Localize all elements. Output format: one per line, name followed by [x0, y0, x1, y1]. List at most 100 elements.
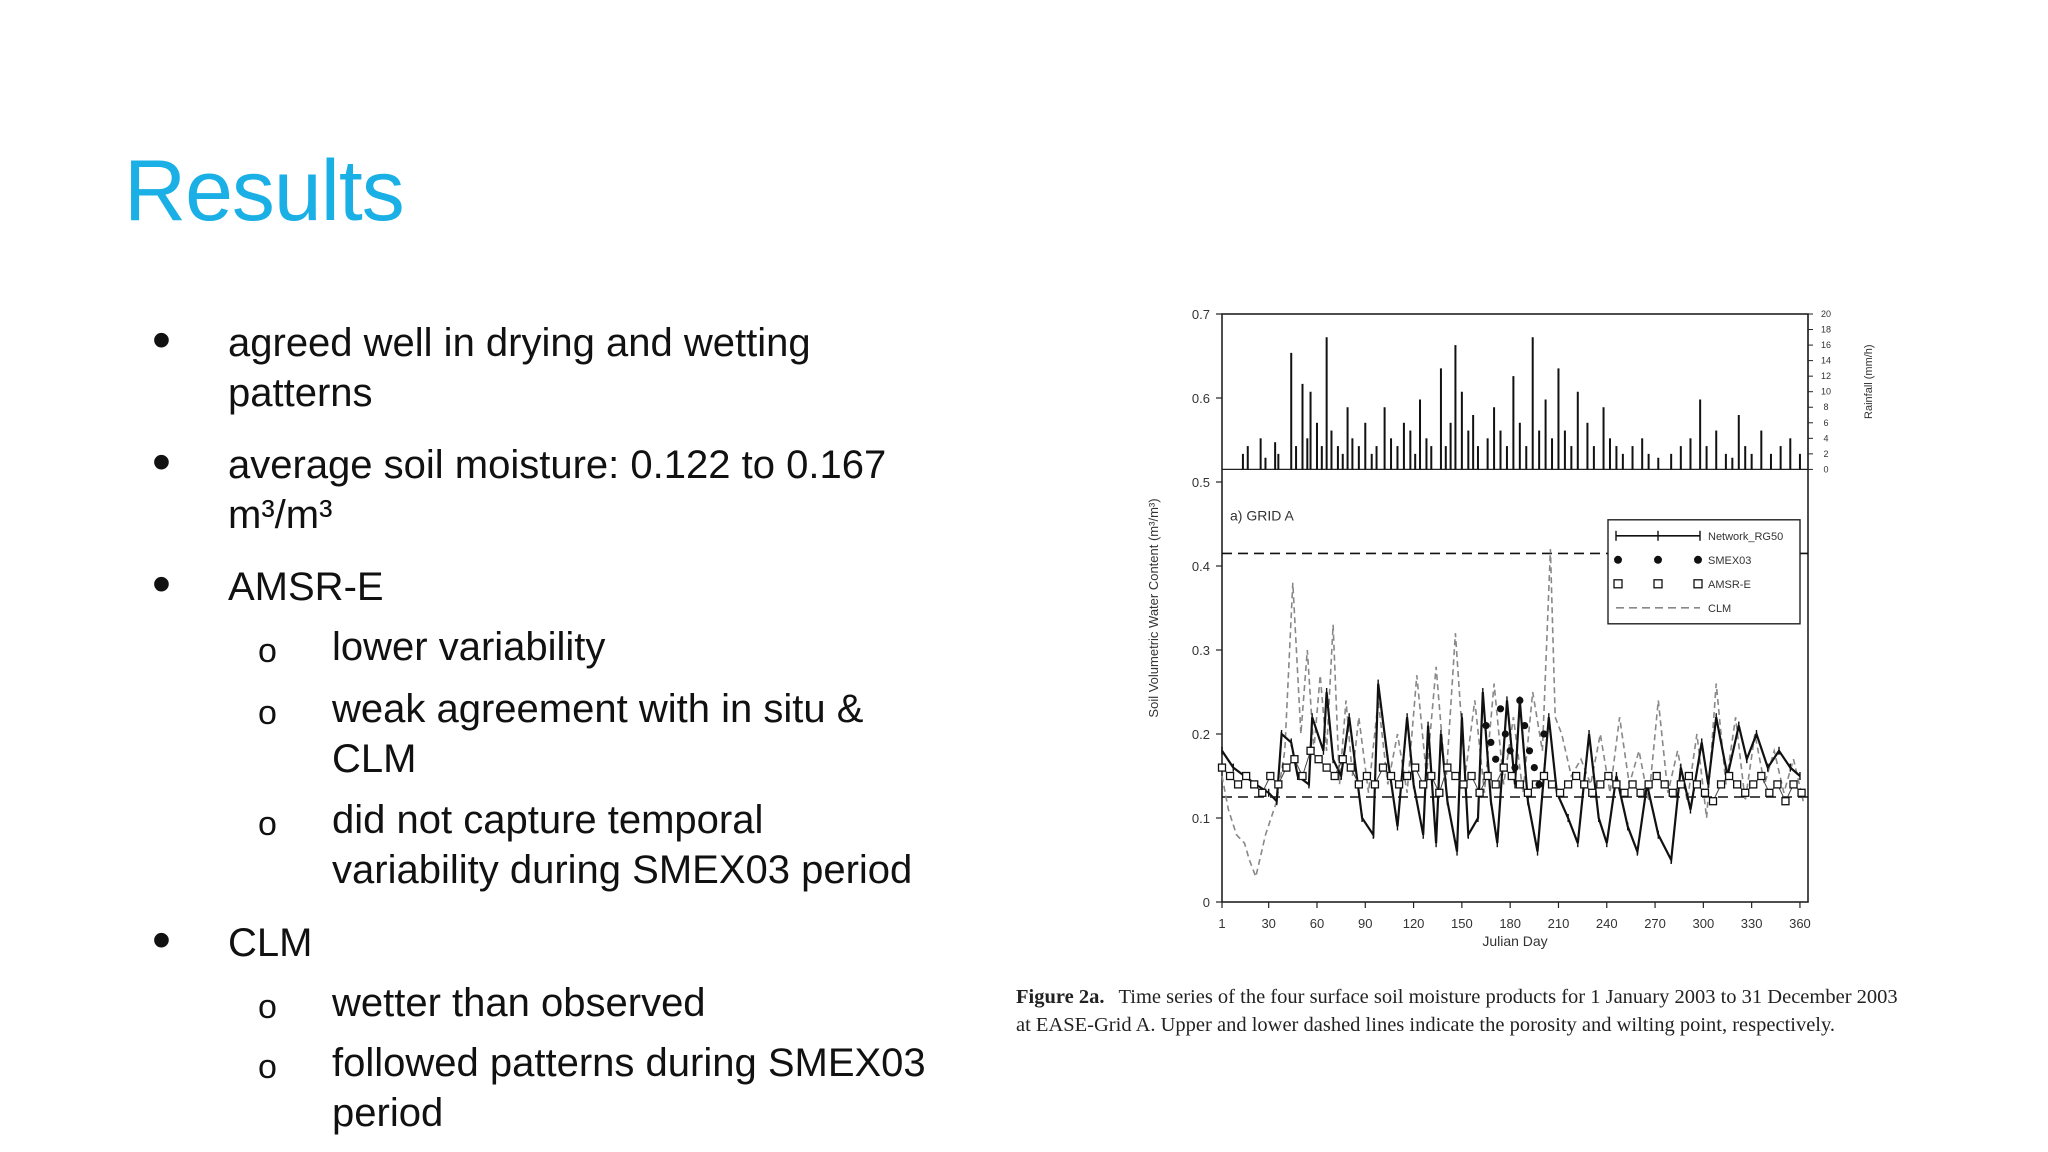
- series-smex03-point: [1516, 696, 1524, 704]
- series-amsre-point: [1700, 788, 1710, 797]
- series-amsre-point: [1346, 763, 1355, 772]
- x-axis-label: Julian Day: [1482, 933, 1547, 949]
- y-tick-label: 0.6: [1192, 391, 1210, 406]
- x-tick-label: 120: [1403, 916, 1425, 931]
- series-amsre-point: [1588, 788, 1597, 797]
- bullet-list: • agreed well in drying and wetting patter…: [0, 0, 1000, 1152]
- y2-tick-label: 16: [1821, 340, 1831, 350]
- series-smex03-point: [1511, 764, 1519, 772]
- series-smex03-point: [1525, 747, 1534, 755]
- series-amsre-point: [1684, 771, 1694, 781]
- panel-label: a) GRID A: [1230, 508, 1294, 524]
- series-amsre-point: [1330, 771, 1339, 781]
- y2-tick-label: 18: [1821, 325, 1831, 335]
- series-amsre-point: [1467, 771, 1476, 781]
- series-amsre-point: [1716, 780, 1726, 789]
- series-smex03-point: [1492, 755, 1500, 763]
- series-smex03-point: [1535, 780, 1543, 788]
- legend-label: Network_RG50: [1708, 531, 1783, 543]
- bullet-text: did not capture temporal: [332, 798, 764, 842]
- series-amsre-point: [1411, 763, 1420, 772]
- y-axis-label: Soil Volumetric Water Content (m³/m³): [1146, 498, 1161, 717]
- series-amsre-point: [1523, 788, 1533, 797]
- series-amsre-point: [1459, 780, 1468, 789]
- series-amsre-point: [1362, 771, 1372, 781]
- legend-amsre-marker: [1653, 579, 1663, 589]
- y2-tick-label: 8: [1823, 402, 1828, 412]
- x-tick-label: 300: [1693, 916, 1715, 931]
- series-amsre-point: [1507, 771, 1516, 781]
- x-tick-label: 180: [1499, 916, 1521, 931]
- series-amsre-point: [1225, 771, 1235, 781]
- y-tick-label: 0.4: [1192, 559, 1210, 574]
- series-amsre-point: [1322, 763, 1331, 772]
- x-tick-label: 240: [1596, 916, 1618, 931]
- series-clm-line: [1221, 549, 1804, 880]
- legend-smex03-marker: [1614, 555, 1622, 564]
- series-amsre-point: [1596, 780, 1605, 789]
- bullet-text: m³/m³: [228, 493, 333, 537]
- y2-tick-label: 14: [1821, 356, 1831, 366]
- bullet-text: wetter than observed: [332, 981, 706, 1025]
- series-amsre-point: [1274, 780, 1283, 789]
- series-amsre-point: [1483, 771, 1492, 781]
- sub-bullet-marker: o: [258, 805, 277, 843]
- figure-caption: Figure 2a. Time series of the four surfac…: [1016, 983, 2006, 1039]
- y-tick-label: 0: [1203, 895, 1210, 910]
- y2-tick-label: 2: [1823, 449, 1828, 459]
- bullet-text: CLM: [228, 921, 313, 965]
- x-tick-label: 90: [1358, 916, 1372, 931]
- series-amsre-point: [1636, 788, 1645, 797]
- series-network-line: [1221, 683, 1801, 864]
- bullet-marker: •: [152, 910, 171, 970]
- x-tick-label: 210: [1548, 916, 1570, 931]
- bullet-text: variability during SMEX03 period: [332, 848, 913, 892]
- y-tick-label: 0.1: [1192, 811, 1210, 826]
- legend-box: [1607, 519, 1801, 625]
- series-amsre-point: [1402, 771, 1412, 781]
- series-amsre-point: [1394, 780, 1404, 789]
- series-amsre-point: [1749, 780, 1758, 789]
- series-amsre-point: [1378, 763, 1388, 772]
- legend-label: SMEX03: [1708, 555, 1751, 567]
- series-amsre-point: [1572, 771, 1581, 781]
- series-amsre-point: [1733, 780, 1742, 789]
- series-amsre-point: [1741, 788, 1750, 797]
- series-amsre-point: [1789, 780, 1798, 789]
- bullet-marker: •: [152, 432, 171, 492]
- bullet-marker: •: [152, 310, 171, 370]
- series-amsre-point: [1515, 780, 1524, 789]
- series-amsre-point: [1668, 788, 1677, 797]
- series-amsre-point: [1604, 771, 1613, 781]
- y2-tick-label: 12: [1821, 371, 1831, 381]
- series-amsre-point: [1298, 771, 1307, 781]
- bullet-text: average soil moisture: 0.122 to 0.167: [228, 443, 887, 487]
- series-smex03-point: [1521, 722, 1529, 730]
- y-tick-label: 0.7: [1192, 307, 1210, 322]
- y2-axis-label: Rainfall (mm/h): [1863, 344, 1875, 419]
- series-smex03-point: [1501, 730, 1509, 738]
- legend-amsre-marker: [1613, 579, 1623, 589]
- series-amsre-point: [1241, 771, 1251, 781]
- series-amsre-point: [1354, 780, 1363, 789]
- caption-line-2: at EASE-Grid A. Upper and lower dashed l…: [1016, 1014, 1836, 1036]
- series-amsre-point: [1708, 797, 1718, 806]
- y-tick-label: 0.2: [1192, 727, 1210, 742]
- x-tick-label: 330: [1741, 916, 1763, 931]
- sub-bullet-marker: o: [258, 1048, 277, 1086]
- series-amsre-point: [1781, 797, 1790, 806]
- series-amsre-point: [1499, 763, 1508, 772]
- series-amsre-point: [1386, 771, 1396, 781]
- series-amsre-point: [1451, 771, 1460, 781]
- bullet-text: period: [332, 1091, 444, 1135]
- series-amsre-point: [1620, 788, 1629, 797]
- series-amsre-point: [1443, 763, 1452, 772]
- y2-tick-label: 6: [1823, 418, 1828, 428]
- legend-smex03-marker: [1694, 555, 1702, 564]
- series-smex03-point: [1530, 764, 1538, 772]
- series-smex03-point: [1506, 747, 1514, 755]
- x-tick-label: 150: [1451, 916, 1473, 931]
- sub-bullet-marker: o: [258, 694, 277, 732]
- series-amsre-point: [1692, 780, 1702, 789]
- bullet-text: AMSR-E: [228, 565, 384, 609]
